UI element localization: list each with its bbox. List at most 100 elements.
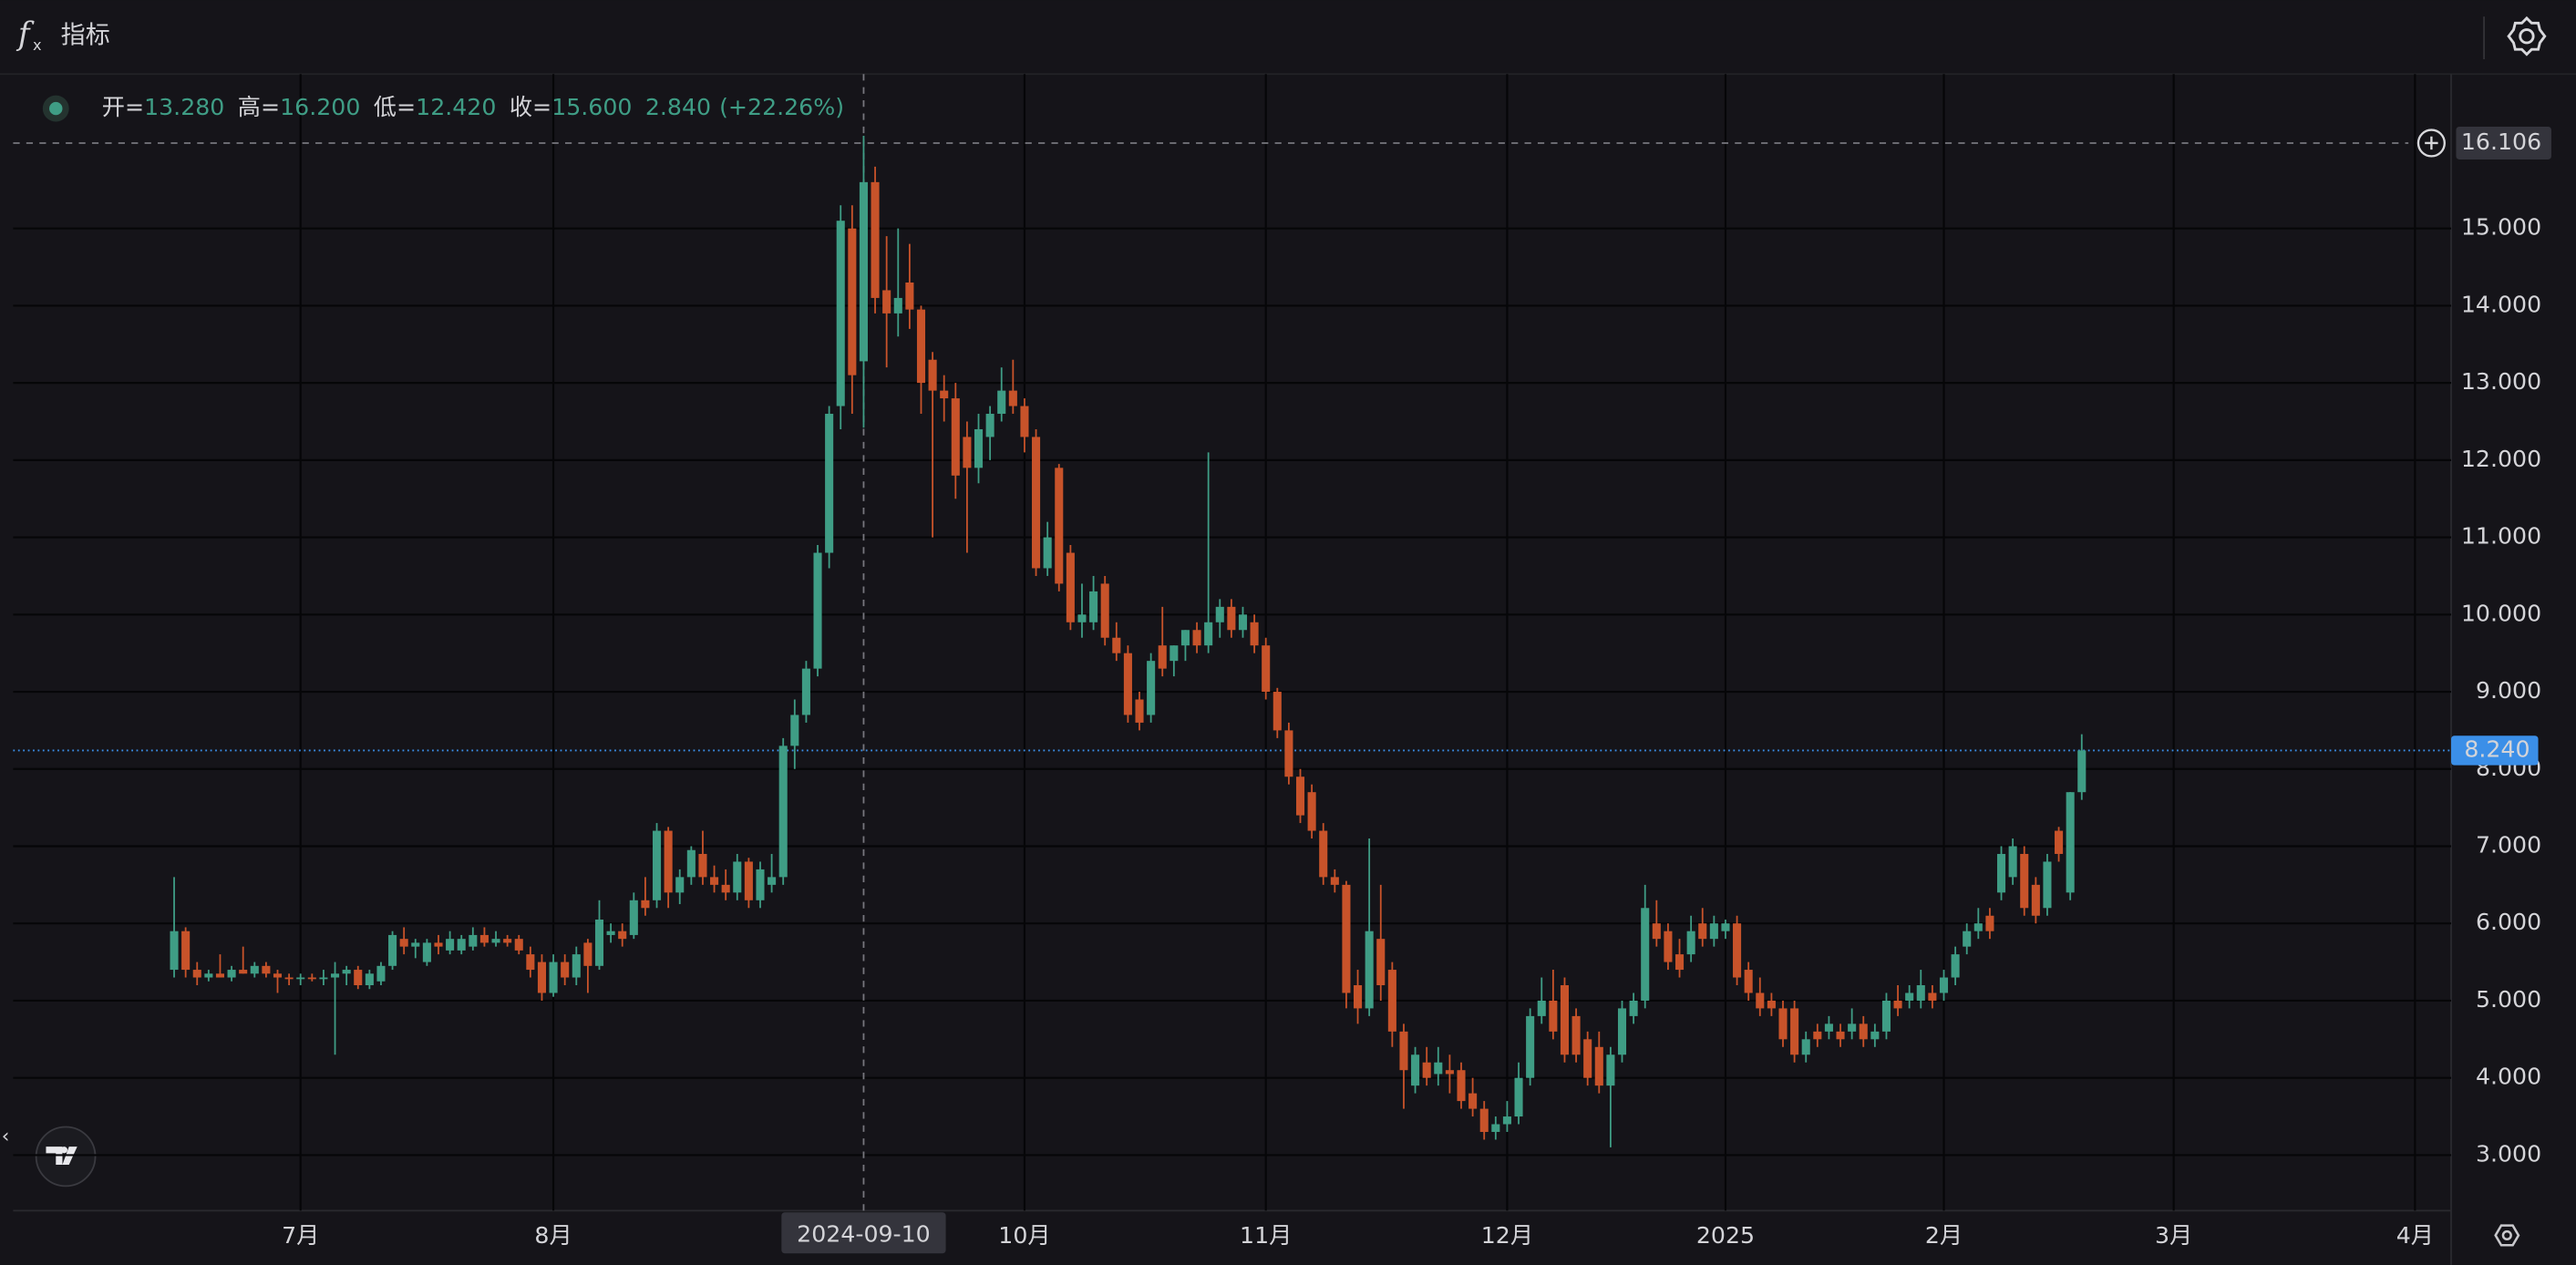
candle-body xyxy=(1204,622,1213,646)
crosshair-x-box xyxy=(781,1212,946,1254)
candle-body xyxy=(1479,1108,1489,1132)
candle-body xyxy=(698,853,707,878)
candle-body xyxy=(905,282,914,310)
candle-body xyxy=(1020,406,1029,437)
candle-body xyxy=(1537,1000,1546,1016)
candle-body xyxy=(1354,985,1363,1009)
candle-body xyxy=(1192,630,1201,646)
candle-body xyxy=(1008,390,1017,406)
y-tick-label: 9.000 xyxy=(2476,677,2541,704)
candle-body xyxy=(1514,1077,1523,1117)
candle-body xyxy=(354,970,363,986)
candle-body xyxy=(1973,923,1983,931)
hex-center xyxy=(2501,1229,2512,1241)
y-tick-label: 4.000 xyxy=(2476,1064,2541,1090)
candle-body xyxy=(1180,630,1190,646)
candle-body xyxy=(1307,792,1316,831)
series-toggle[interactable] xyxy=(42,95,69,122)
candle-body xyxy=(1055,468,1064,584)
y-tick-label: 13.000 xyxy=(2461,368,2541,395)
settings-icon[interactable] xyxy=(2507,15,2547,57)
x-tick-label: 7月 xyxy=(282,1222,319,1249)
candle-body xyxy=(606,931,615,935)
candle-body xyxy=(284,977,294,980)
grid xyxy=(13,74,2452,1211)
candle-body xyxy=(583,942,592,966)
y-tick-label: 14.000 xyxy=(2461,291,2541,317)
candle-body xyxy=(1881,1000,1891,1032)
candle-body xyxy=(2020,853,2029,909)
candle-body xyxy=(331,973,340,978)
x-tick-label: 11月 xyxy=(1240,1222,1292,1249)
candle-body xyxy=(652,830,662,900)
candle-body xyxy=(446,939,455,951)
x-tick-label: 3月 xyxy=(2155,1222,2192,1249)
candle-body xyxy=(871,181,880,298)
candle-body xyxy=(514,939,523,951)
candle-body xyxy=(1077,614,1087,622)
axis-settings-icon[interactable] xyxy=(2494,1224,2520,1247)
x-tick-label: 10月 xyxy=(998,1222,1050,1249)
candle-body xyxy=(170,931,179,971)
y-tick-label: 12.000 xyxy=(2461,446,2541,472)
candle-body xyxy=(1928,992,1937,1001)
collapse-arrow[interactable]: ‹ xyxy=(2,1125,10,1147)
x-tick-label: 2月 xyxy=(1925,1222,1963,1249)
candle-body xyxy=(572,954,581,978)
candle-body xyxy=(836,221,845,406)
candle-body xyxy=(1905,992,1914,1001)
add-alert-button[interactable] xyxy=(2416,129,2446,158)
candle-body xyxy=(469,934,478,947)
candle-body xyxy=(1262,645,1271,693)
candle-body xyxy=(319,977,328,980)
tv-logo[interactable] xyxy=(35,1126,97,1188)
candle-body xyxy=(675,877,685,893)
candle-body xyxy=(215,973,225,978)
candle-body xyxy=(549,962,558,993)
candle-body xyxy=(882,290,891,314)
candle-body xyxy=(1215,606,1224,622)
candles xyxy=(170,136,2087,1147)
legend-field-value: 15.600 xyxy=(551,94,632,120)
candle-body xyxy=(1376,939,1386,986)
candle-body xyxy=(561,962,570,978)
candle-body xyxy=(1273,692,1282,731)
ohlc-legend: 开=13.280 高=16.200 低=12.420 收=15.600 2.840 (+2… xyxy=(102,94,844,120)
candle-body xyxy=(768,877,777,885)
candle-body xyxy=(1422,1062,1431,1078)
candle-body xyxy=(1319,830,1328,878)
candle-body xyxy=(778,746,788,878)
candle-body xyxy=(1617,1008,1627,1055)
candle-body xyxy=(1721,923,1730,931)
candle-body xyxy=(204,973,213,978)
candle-body xyxy=(1790,1008,1799,1055)
candle-body xyxy=(1848,1023,1857,1032)
candle-body xyxy=(1778,1008,1788,1040)
candle-body xyxy=(1560,985,1570,1055)
indicator-button[interactable]: 指标 xyxy=(61,21,110,49)
y-tick-label: 5.000 xyxy=(2476,986,2541,1013)
candle-body xyxy=(664,830,673,893)
candle-body xyxy=(1100,583,1109,638)
candle-body xyxy=(1112,637,1121,653)
candle-body xyxy=(1756,992,1765,1009)
candle-body xyxy=(1549,1000,1558,1032)
candle-body xyxy=(1445,1070,1454,1075)
candle-body xyxy=(1629,1000,1638,1016)
legend-field-label: 收= xyxy=(510,94,551,120)
candle-body xyxy=(1709,923,1718,940)
y-tick-label: 6.000 xyxy=(2476,909,2541,935)
candle-body xyxy=(503,939,512,943)
candle-body xyxy=(411,942,420,947)
candle-body xyxy=(1032,437,1041,569)
candle-body xyxy=(848,228,857,375)
candle-body xyxy=(825,414,834,553)
candle-body xyxy=(1158,645,1167,669)
candle-body xyxy=(491,939,500,943)
candle-body xyxy=(1330,877,1339,885)
candle-body xyxy=(192,970,201,978)
candle-body xyxy=(1089,591,1098,622)
candle-body xyxy=(1963,931,1972,947)
crosshair-y-label: 16.106 xyxy=(2461,129,2541,155)
